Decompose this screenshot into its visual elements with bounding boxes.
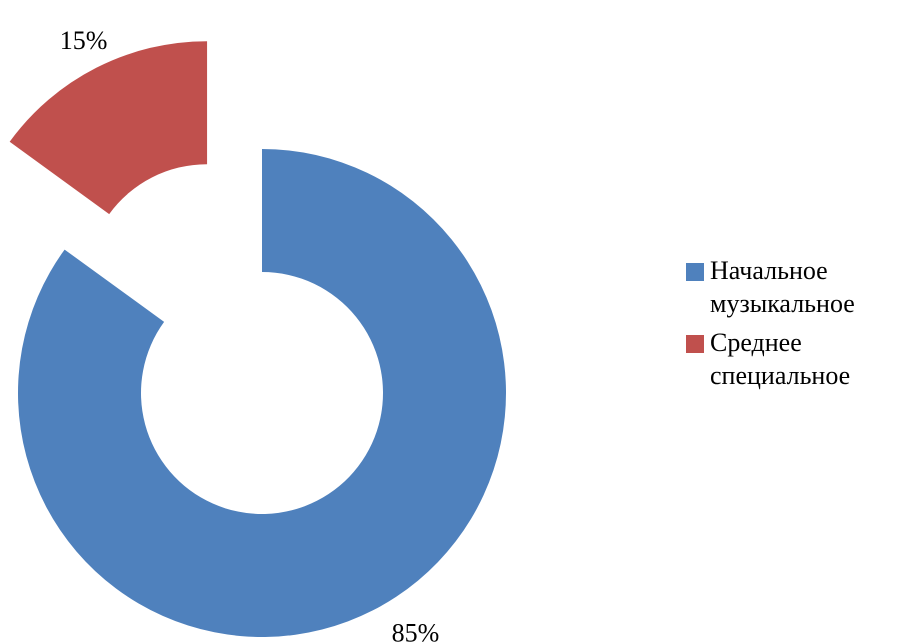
legend-swatch bbox=[686, 263, 704, 281]
legend: Начальное музыкальное Среднее специальное bbox=[686, 254, 855, 398]
donut-slice bbox=[17, 149, 506, 637]
data-label: 85% bbox=[392, 618, 440, 644]
donut-slice bbox=[9, 41, 208, 215]
legend-label: Начальное музыкальное bbox=[710, 256, 855, 318]
legend-entry: Начальное музыкальное bbox=[686, 254, 855, 320]
legend-swatch bbox=[686, 335, 704, 353]
legend-entry: Среднее специальное bbox=[686, 326, 855, 392]
data-label: 15% bbox=[60, 26, 108, 55]
legend-label: Среднее специальное bbox=[710, 328, 851, 390]
